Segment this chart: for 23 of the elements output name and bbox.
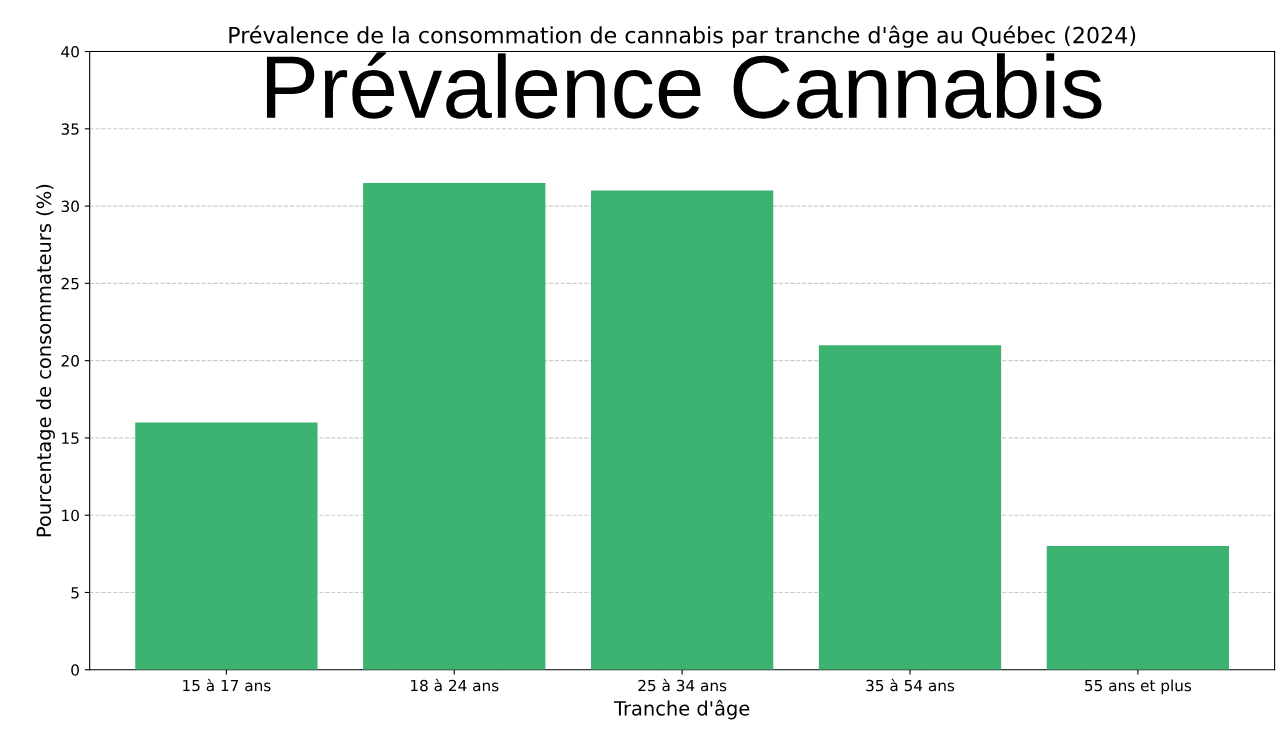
x-tick-label: 55 ans et plus [1085,679,1192,695]
y-tick-label: 30 [61,200,79,213]
x-tick-label: 18 à 24 ans [411,678,499,692]
y-axis-title: Pourcentage de consommateurs (%) [36,184,55,537]
y-tick-label: 15 [62,432,79,444]
y-tick-label: 10 [62,509,79,522]
bar [1046,546,1230,670]
y-tick-label: 20 [61,355,79,367]
bar [135,422,318,670]
x-axis-title: Tranche d'âge [613,699,750,720]
y-tick-label: 0 [71,664,79,676]
bar [590,190,774,670]
x-tick-label: 15 à 17 ans [183,678,271,692]
x-tick-label: 25 à 34 ans [638,678,727,692]
y-tick-label: 25 [61,277,79,290]
y-tick-label: 40 [61,45,79,58]
bar [818,345,1002,670]
y-tick-label: 35 [61,123,79,135]
bar [363,182,546,670]
y-tick-label: 5 [71,587,79,599]
chart-title: Prévalence de la consommation de cannabis par tranche d'âge au Québec (2024) [229,25,1136,48]
x-tick-label: 35 à 54 ans [866,678,955,692]
annotation: Prévalence Cannabis [266,52,1102,119]
